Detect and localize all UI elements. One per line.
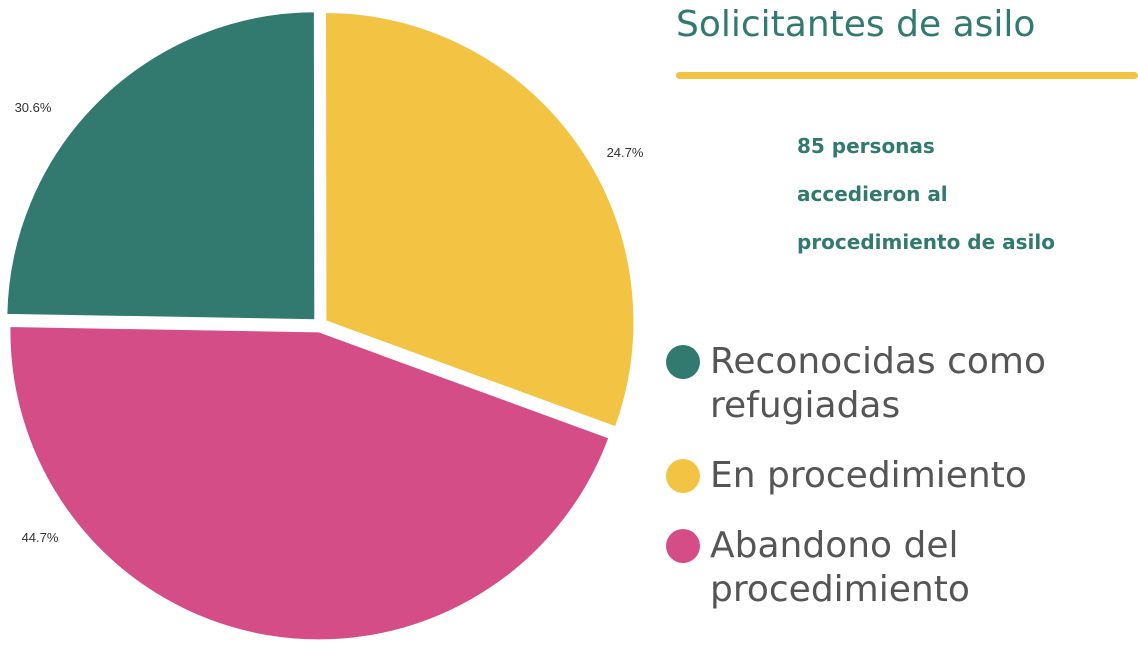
legend-swatch [666,345,700,379]
value-label: 24.7% [607,145,644,160]
legend-item: Abandono del procedimiento [666,524,1136,612]
pie-slice [7,323,612,643]
legend-label: Reconocidas como refugiadas [710,341,1047,426]
title-rule [676,72,1138,79]
legend-label: Abandono del procedimiento [710,525,970,610]
title: Solicitantes de asilo [676,4,1036,45]
legend-item: Reconocidas como refugiadas [666,340,1136,428]
note-line: 85 personas [797,134,935,158]
value-label: 30.6% [15,100,52,115]
legend: Reconocidas como refugiadas En procedimie… [666,340,1136,638]
legend-label: En procedimiento [710,455,1027,496]
pie-slice [4,9,318,323]
legend-swatch [666,459,700,493]
legend-swatch [666,529,700,563]
value-label: 44.7% [22,530,59,545]
note-line: accedieron al [797,182,948,206]
legend-item: En procedimiento [666,454,1136,498]
note: 85 personas accedieron al procedimiento … [797,122,1055,266]
note-line: procedimiento de asilo [797,230,1055,254]
pie-slice [322,10,637,430]
pie-chart: 24.7% 30.6% 44.7% [4,9,644,643]
